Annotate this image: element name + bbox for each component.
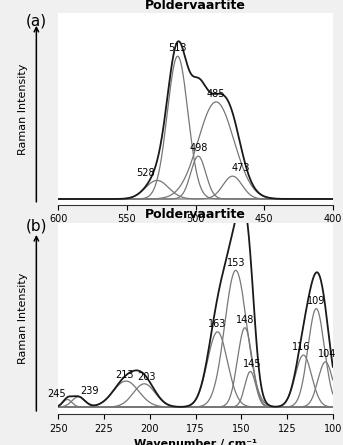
Text: 245: 245	[47, 389, 66, 399]
Text: (a): (a)	[25, 13, 47, 28]
Text: 153: 153	[226, 258, 245, 267]
Text: 239: 239	[80, 386, 99, 396]
Text: Raman Intensity: Raman Intensity	[17, 63, 28, 155]
Text: 513: 513	[168, 43, 187, 53]
Text: 145: 145	[243, 359, 261, 369]
Text: 213: 213	[115, 370, 133, 380]
Text: 104: 104	[318, 349, 336, 359]
Text: 528: 528	[136, 168, 154, 178]
Text: 148: 148	[236, 315, 254, 325]
Text: 498: 498	[189, 143, 208, 153]
Text: Raman Intensity: Raman Intensity	[17, 272, 28, 364]
Title: Poldervaartite: Poldervaartite	[145, 208, 246, 221]
X-axis label: Wavenumber / cm⁻¹: Wavenumber / cm⁻¹	[134, 230, 257, 240]
Text: 116: 116	[293, 342, 311, 352]
Text: 203: 203	[137, 372, 155, 382]
Text: 485: 485	[207, 89, 225, 99]
Text: 163: 163	[208, 319, 227, 329]
Text: 109: 109	[307, 296, 326, 306]
Text: 473: 473	[231, 163, 250, 173]
Text: (b): (b)	[25, 218, 47, 234]
Title: Poldervaartite: Poldervaartite	[145, 0, 246, 12]
X-axis label: Wavenumber / cm⁻¹: Wavenumber / cm⁻¹	[134, 439, 257, 445]
